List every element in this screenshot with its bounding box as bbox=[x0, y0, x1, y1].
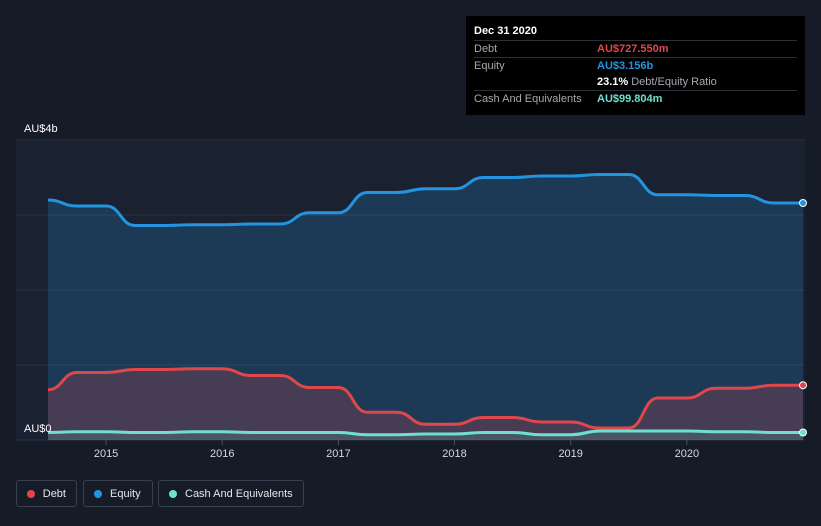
tooltip-value: AU$3.156b bbox=[597, 60, 654, 72]
y-axis-bottom-label: AU$0 bbox=[24, 423, 52, 435]
equity-endpoint bbox=[799, 199, 807, 207]
equity-line bbox=[47, 173, 803, 227]
series-endpoints bbox=[799, 199, 807, 437]
x-tick-label: 2020 bbox=[675, 448, 699, 460]
tooltip-row-ratio: 23.1% Debt/Equity Ratio bbox=[474, 74, 797, 90]
tooltip: Dec 31 2020 Debt AU$727.550m Equity AU$3… bbox=[466, 16, 805, 115]
x-tick-label: 2017 bbox=[326, 448, 350, 460]
debt-endpoint bbox=[799, 381, 807, 390]
legend-dot-icon bbox=[94, 489, 102, 498]
tooltip-value: 23.1% bbox=[597, 76, 629, 88]
legend-item-cash[interactable]: Cash And Equivalents bbox=[158, 480, 304, 507]
tooltip-ratio-label: Debt/Equity Ratio bbox=[631, 76, 717, 88]
x-axis: 2015 2016 2017 2018 2019 2020 bbox=[94, 440, 699, 460]
x-tick-label: 2016 bbox=[210, 448, 234, 460]
tooltip-label: Cash And Equivalents bbox=[474, 93, 582, 105]
tooltip-row-debt: Debt AU$727.550m bbox=[474, 40, 797, 57]
debt-area bbox=[48, 368, 803, 440]
x-tick-label: 2019 bbox=[558, 448, 582, 460]
tooltip-value: AU$727.550m bbox=[597, 43, 669, 55]
legend-dot-icon bbox=[169, 489, 177, 498]
legend-label: Debt bbox=[42, 487, 66, 500]
tooltip-row-cash: Cash And Equivalents AU$99.804m bbox=[474, 90, 797, 107]
series-lines bbox=[47, 173, 803, 437]
x-tick-label: 2015 bbox=[94, 448, 118, 460]
grid bbox=[16, 139, 805, 441]
tooltip-row-equity: Equity AU$3.156b bbox=[474, 57, 797, 74]
tooltip-value: AU$99.804m bbox=[597, 93, 663, 105]
tooltip-label bbox=[474, 74, 597, 90]
debt-line bbox=[47, 367, 803, 430]
legend-item-debt[interactable]: Debt bbox=[16, 480, 77, 507]
cash-and-equivalents-endpoint bbox=[799, 428, 807, 437]
tooltip-date: Dec 31 2020 bbox=[474, 25, 537, 37]
cash-and-equivalents-line bbox=[47, 429, 803, 437]
y-axis-top-label: AU$4b bbox=[24, 123, 58, 135]
tooltip-label: Debt bbox=[474, 43, 498, 55]
legend-dot-icon bbox=[27, 489, 35, 498]
legend-label: Cash And Equivalents bbox=[185, 487, 293, 500]
legend-label: Equity bbox=[110, 487, 141, 500]
x-tick-label: 2018 bbox=[442, 448, 466, 460]
tooltip-label: Equity bbox=[474, 60, 505, 72]
legend-item-equity[interactable]: Equity bbox=[83, 480, 153, 507]
